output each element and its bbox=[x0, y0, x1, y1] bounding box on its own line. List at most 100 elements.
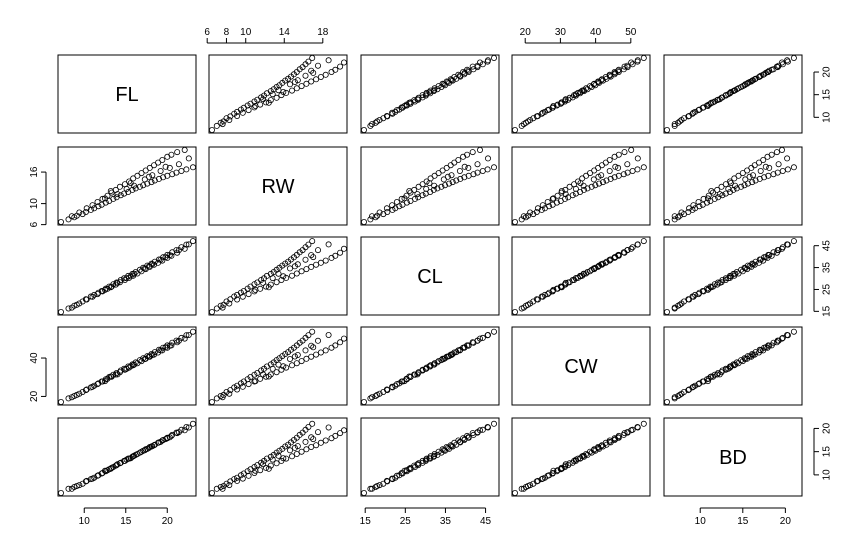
point-CL-BD-36 bbox=[695, 291, 702, 298]
point-BD-FL-0 bbox=[58, 489, 65, 496]
point-RW-BD-45 bbox=[735, 172, 742, 179]
point-RW-FL-10 bbox=[102, 199, 109, 206]
tick-label-RW-16: 16 bbox=[29, 166, 40, 178]
point-RW-CL-36 bbox=[393, 198, 400, 205]
point-RW-BD-67 bbox=[746, 173, 753, 180]
point-FL-RW-14 bbox=[258, 94, 265, 101]
point-CW-RW-68 bbox=[310, 344, 317, 351]
point-BD-CW-41 bbox=[566, 460, 573, 467]
point-BD-FL-53 bbox=[168, 432, 175, 439]
point-FL-CL-56 bbox=[401, 103, 408, 110]
point-CL-FL-0 bbox=[58, 308, 65, 315]
point-CL-CW-8 bbox=[546, 289, 553, 296]
point-RW-CW-24 bbox=[607, 175, 614, 182]
point-CL-BD-57 bbox=[716, 279, 723, 286]
point-RW-CW-27 bbox=[620, 171, 627, 178]
point-FL-RW-45 bbox=[293, 85, 300, 92]
panel-FL-vs-FL: FL bbox=[57, 54, 197, 134]
point-BD-RW-22 bbox=[282, 443, 289, 450]
point-RW-FL-56 bbox=[102, 195, 109, 202]
point-BD-RW-65 bbox=[265, 465, 272, 472]
point-BD-FL-68 bbox=[162, 436, 169, 443]
panel-CL-vs-FL bbox=[57, 236, 197, 316]
point-BD-RW-68 bbox=[310, 436, 317, 443]
point-CW-RW-56 bbox=[252, 378, 259, 385]
point-RW-FL-63 bbox=[166, 164, 173, 171]
point-FL-RW-12 bbox=[251, 98, 258, 105]
point-RW-BD-19 bbox=[738, 183, 745, 190]
point-FL-RW-8 bbox=[237, 106, 244, 113]
point-BD-FL-55 bbox=[181, 427, 188, 434]
point-RW-CL-60 bbox=[440, 176, 447, 183]
tick-label-CW-40: 40 bbox=[590, 27, 602, 38]
panel-frame bbox=[360, 326, 500, 406]
panel-frame bbox=[511, 417, 651, 497]
point-FL-RW-36 bbox=[245, 107, 252, 114]
point-RW-BD-2 bbox=[675, 214, 682, 221]
point-RW-FL-60 bbox=[141, 176, 148, 183]
point-FL-RW-32 bbox=[219, 121, 226, 128]
point-CL-BD-67 bbox=[746, 263, 753, 270]
panel-frame bbox=[663, 326, 803, 406]
point-CW-BD-61 bbox=[750, 351, 757, 358]
panel-CW-vs-CL bbox=[360, 326, 500, 406]
point-RW-CW-19 bbox=[588, 183, 595, 190]
point-FL-CL-65 bbox=[406, 99, 413, 106]
point-RW-FL-58 bbox=[123, 185, 130, 192]
point-RW-CL-61 bbox=[448, 172, 455, 179]
point-FL-CW-62 bbox=[606, 72, 613, 79]
point-FL-RW-10 bbox=[244, 102, 251, 109]
point-RW-CL-28 bbox=[474, 169, 481, 176]
point-CL-CW-66 bbox=[577, 273, 584, 280]
point-RW-FL-61 bbox=[149, 172, 156, 179]
point-BD-RW-40 bbox=[267, 462, 274, 469]
point-FL-CL-1 bbox=[367, 122, 374, 129]
point-BD-CW-14 bbox=[569, 459, 576, 466]
point-RW-BD-57 bbox=[716, 191, 723, 198]
point-BD-FL-30 bbox=[183, 423, 190, 430]
point-CL-RW-1 bbox=[213, 305, 220, 312]
point-CW-FL-1 bbox=[65, 395, 72, 402]
point-CL-RW-56 bbox=[252, 286, 259, 293]
point-BD-FL-58 bbox=[123, 456, 130, 463]
point-CL-RW-0 bbox=[208, 308, 215, 315]
point-RW-BD-50 bbox=[756, 159, 763, 166]
point-RW-FL-64 bbox=[175, 161, 182, 168]
point-CW-CL-66 bbox=[426, 363, 433, 370]
panel-CL-vs-BD bbox=[663, 236, 803, 316]
point-RW-FL-23 bbox=[151, 177, 158, 184]
point-BD-CL-33 bbox=[376, 482, 383, 489]
point-RW-FL-33 bbox=[76, 209, 83, 216]
point-RW-CL-67 bbox=[444, 173, 451, 180]
point-CL-BD-65 bbox=[708, 284, 715, 291]
point-CW-FL-69 bbox=[185, 331, 192, 338]
panel-FL-vs-BD bbox=[663, 54, 803, 134]
point-BD-FL-32 bbox=[68, 485, 75, 492]
point-CW-FL-51 bbox=[159, 347, 166, 354]
point-CW-RW-40 bbox=[267, 371, 274, 378]
point-CW-BD-53 bbox=[768, 342, 775, 349]
point-RW-BD-22 bbox=[749, 179, 756, 186]
point-FL-BD-31 bbox=[790, 55, 797, 62]
point-BD-CL-67 bbox=[444, 444, 451, 451]
point-FL-CW-29 bbox=[629, 61, 636, 68]
panel-CW-vs-CW: CW bbox=[511, 326, 651, 406]
point-CW-RW-63 bbox=[308, 342, 315, 349]
point-FL-RW-42 bbox=[278, 92, 285, 99]
point-FL-CL-34 bbox=[383, 113, 390, 120]
tick-label-CW-50: 50 bbox=[625, 27, 637, 38]
point-CW-RW-12 bbox=[251, 371, 258, 378]
point-FL-BD-36 bbox=[695, 107, 702, 114]
point-FL-BD-53 bbox=[768, 66, 775, 73]
point-FL-RW-35 bbox=[239, 109, 246, 116]
point-RW-FL-47 bbox=[142, 167, 149, 174]
point-RW-BD-44 bbox=[731, 175, 738, 182]
point-RW-FL-41 bbox=[116, 183, 123, 190]
point-CW-FL-65 bbox=[107, 373, 114, 380]
point-FL-CL-32 bbox=[368, 121, 375, 128]
point-CW-RW-54 bbox=[337, 339, 344, 346]
point-FL-CW-26 bbox=[615, 69, 622, 76]
point-CL-BD-31 bbox=[790, 238, 797, 245]
panel-CW-vs-FL bbox=[57, 326, 197, 406]
point-CW-BD-65 bbox=[708, 373, 715, 380]
